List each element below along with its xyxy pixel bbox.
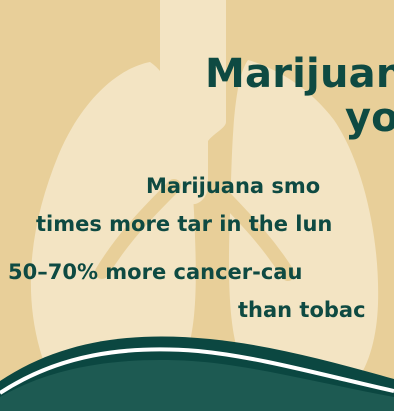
- wave-mid: [0, 360, 394, 411]
- bottom-wave: [0, 336, 394, 411]
- trachea-shape: [160, 0, 226, 205]
- left-bronchus: [95, 179, 181, 279]
- right-bronchus: [207, 179, 295, 281]
- left-lung-shape: [30, 62, 196, 402]
- wave-highlight: [0, 347, 394, 395]
- right-lung-shape: [228, 60, 379, 408]
